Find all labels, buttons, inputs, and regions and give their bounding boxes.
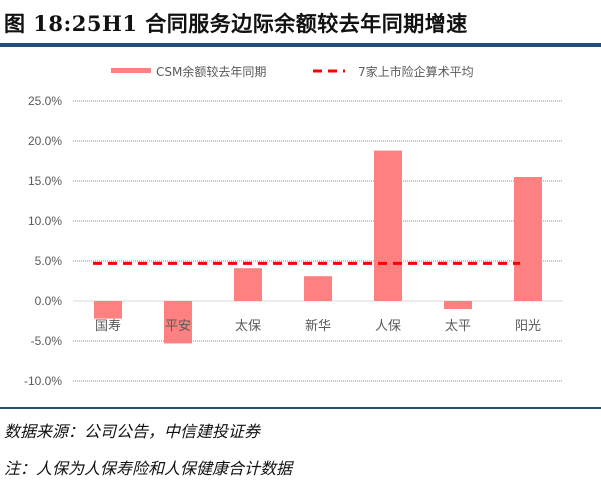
x-tick-label: 太平: [445, 319, 471, 334]
y-tick-label: 20.0%: [28, 134, 62, 148]
y-tick-label: 25.0%: [28, 94, 62, 108]
bar-chart: -10.0% -5.0% 0.0% 5.0% 10.0% 15.0% 20.0% 25.0% 国…: [24, 64, 563, 388]
legend-line-label: 7家上市险企算术平均: [358, 64, 474, 79]
x-tick-label: 平安: [165, 319, 191, 334]
bar-太平: [444, 301, 472, 309]
note-text: 注：人保为人保寿险和人保健康合计数据: [4, 459, 293, 478]
x-tick-label: 人保: [375, 319, 401, 334]
footer-rule: [0, 407, 601, 409]
bar-太保: [234, 268, 262, 301]
y-tick-label: -10.0%: [24, 374, 62, 388]
source-text: 数据来源：公司公告，中信建投证券: [4, 422, 261, 441]
y-tick-label: -5.0%: [31, 334, 63, 348]
y-tick-label: 0.0%: [35, 294, 63, 308]
bar-国寿: [94, 301, 122, 319]
legend-bar-swatch: [111, 68, 151, 73]
bar-阳光: [514, 177, 542, 301]
x-tick-label: 阳光: [515, 319, 541, 334]
y-tick-label: 5.0%: [35, 254, 63, 268]
figure-title: 图 18:25H1 合同服务边际余额较去年同期增速: [4, 11, 468, 36]
x-tick-label: 新华: [305, 318, 331, 334]
bar-人保: [374, 150, 402, 301]
title-rule: [0, 43, 601, 47]
x-tick-label: 太保: [235, 319, 261, 334]
y-tick-label: 15.0%: [28, 174, 62, 188]
y-tick-label: 10.0%: [28, 214, 62, 228]
bar-平安: [164, 301, 192, 344]
x-tick-label: 国寿: [95, 319, 121, 334]
legend-bar-label: CSM余额较去年同期: [156, 64, 266, 79]
bar-新华: [304, 276, 332, 301]
